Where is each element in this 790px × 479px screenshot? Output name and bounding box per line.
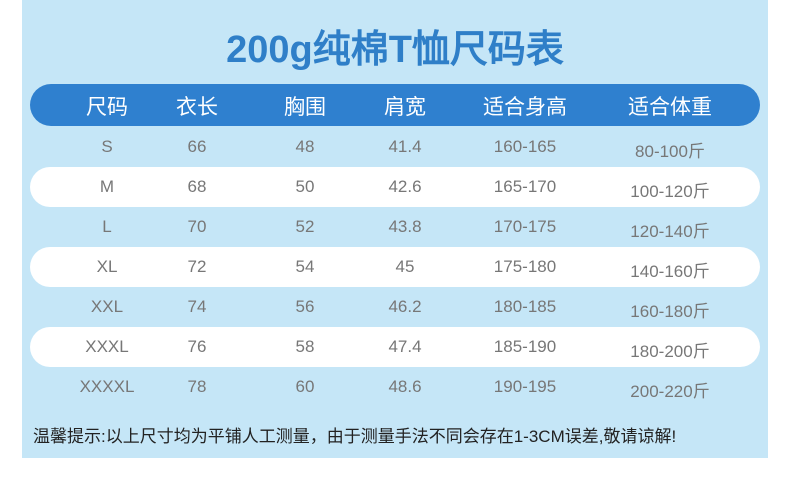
table-cell: 45 — [395, 257, 415, 276]
table-cell: 47.4 — [388, 337, 422, 356]
header-cell: 衣长 — [176, 96, 218, 119]
table-cell: M — [99, 177, 115, 196]
title: 200g纯棉T恤尺码表 — [226, 29, 564, 71]
row-band — [30, 167, 760, 207]
table-cell: 68 — [187, 177, 207, 196]
table-cell: 70 — [187, 217, 207, 236]
table-cell: 48 — [295, 137, 315, 156]
table-cell: 80-100斤 — [635, 142, 705, 161]
row-band — [30, 247, 760, 287]
table-cell: XXL — [90, 297, 124, 316]
table-cell: XXXXL — [79, 377, 135, 396]
header-cell: 肩宽 — [384, 96, 426, 119]
table-cell: 170-175 — [493, 217, 557, 236]
table-cell: 160-165 — [493, 137, 557, 156]
table-cell: 41.4 — [388, 137, 422, 156]
table-cell: 54 — [295, 257, 315, 276]
table-cell: 52 — [295, 217, 315, 236]
table-cell: 180-185 — [493, 297, 557, 316]
header-cell: 适合身高 — [483, 96, 567, 119]
table-cell: 74 — [187, 297, 207, 316]
row-band — [30, 327, 760, 367]
table-cell: 46.2 — [388, 297, 422, 316]
table-cell: 160-180斤 — [630, 302, 710, 321]
panel — [22, 0, 768, 458]
header-cell: 尺码 — [86, 96, 128, 119]
table-cell: XXXL — [85, 337, 129, 356]
table-cell: 180-200斤 — [630, 342, 710, 361]
table-cell: 43.8 — [388, 217, 422, 236]
table-cell: 50 — [295, 177, 315, 196]
table-cell: 175-180 — [493, 257, 557, 276]
table-cell: 165-170 — [493, 177, 557, 196]
table-cell: 58 — [295, 337, 315, 356]
table-cell: 78 — [187, 377, 207, 396]
table-cell: 190-195 — [493, 377, 557, 396]
table-cell: 100-120斤 — [630, 182, 710, 201]
table-cell: 140-160斤 — [630, 262, 710, 281]
table-cell: S — [101, 137, 113, 156]
table-cell: XL — [96, 257, 118, 276]
table-cell: 185-190 — [493, 337, 557, 356]
table-cell: 60 — [295, 377, 315, 396]
table-cell: 200-220斤 — [630, 382, 710, 401]
table-cell: 42.6 — [388, 177, 422, 196]
table-cell: L — [102, 217, 112, 236]
header-cell: 胸围 — [284, 96, 326, 119]
header-cell: 适合体重 — [628, 96, 712, 119]
table-cell: 72 — [187, 257, 207, 276]
table-cell: 48.6 — [388, 377, 422, 396]
header-bar — [30, 84, 760, 126]
note: 温馨提示:以上尺寸均为平铺人工测量，由于测量手法不同会存在1-3CM误差,敬请谅… — [33, 427, 677, 446]
table-cell: 120-140斤 — [630, 222, 710, 241]
table-cell: 56 — [295, 297, 315, 316]
table-cell: 76 — [187, 337, 207, 356]
table-cell: 66 — [187, 137, 207, 156]
